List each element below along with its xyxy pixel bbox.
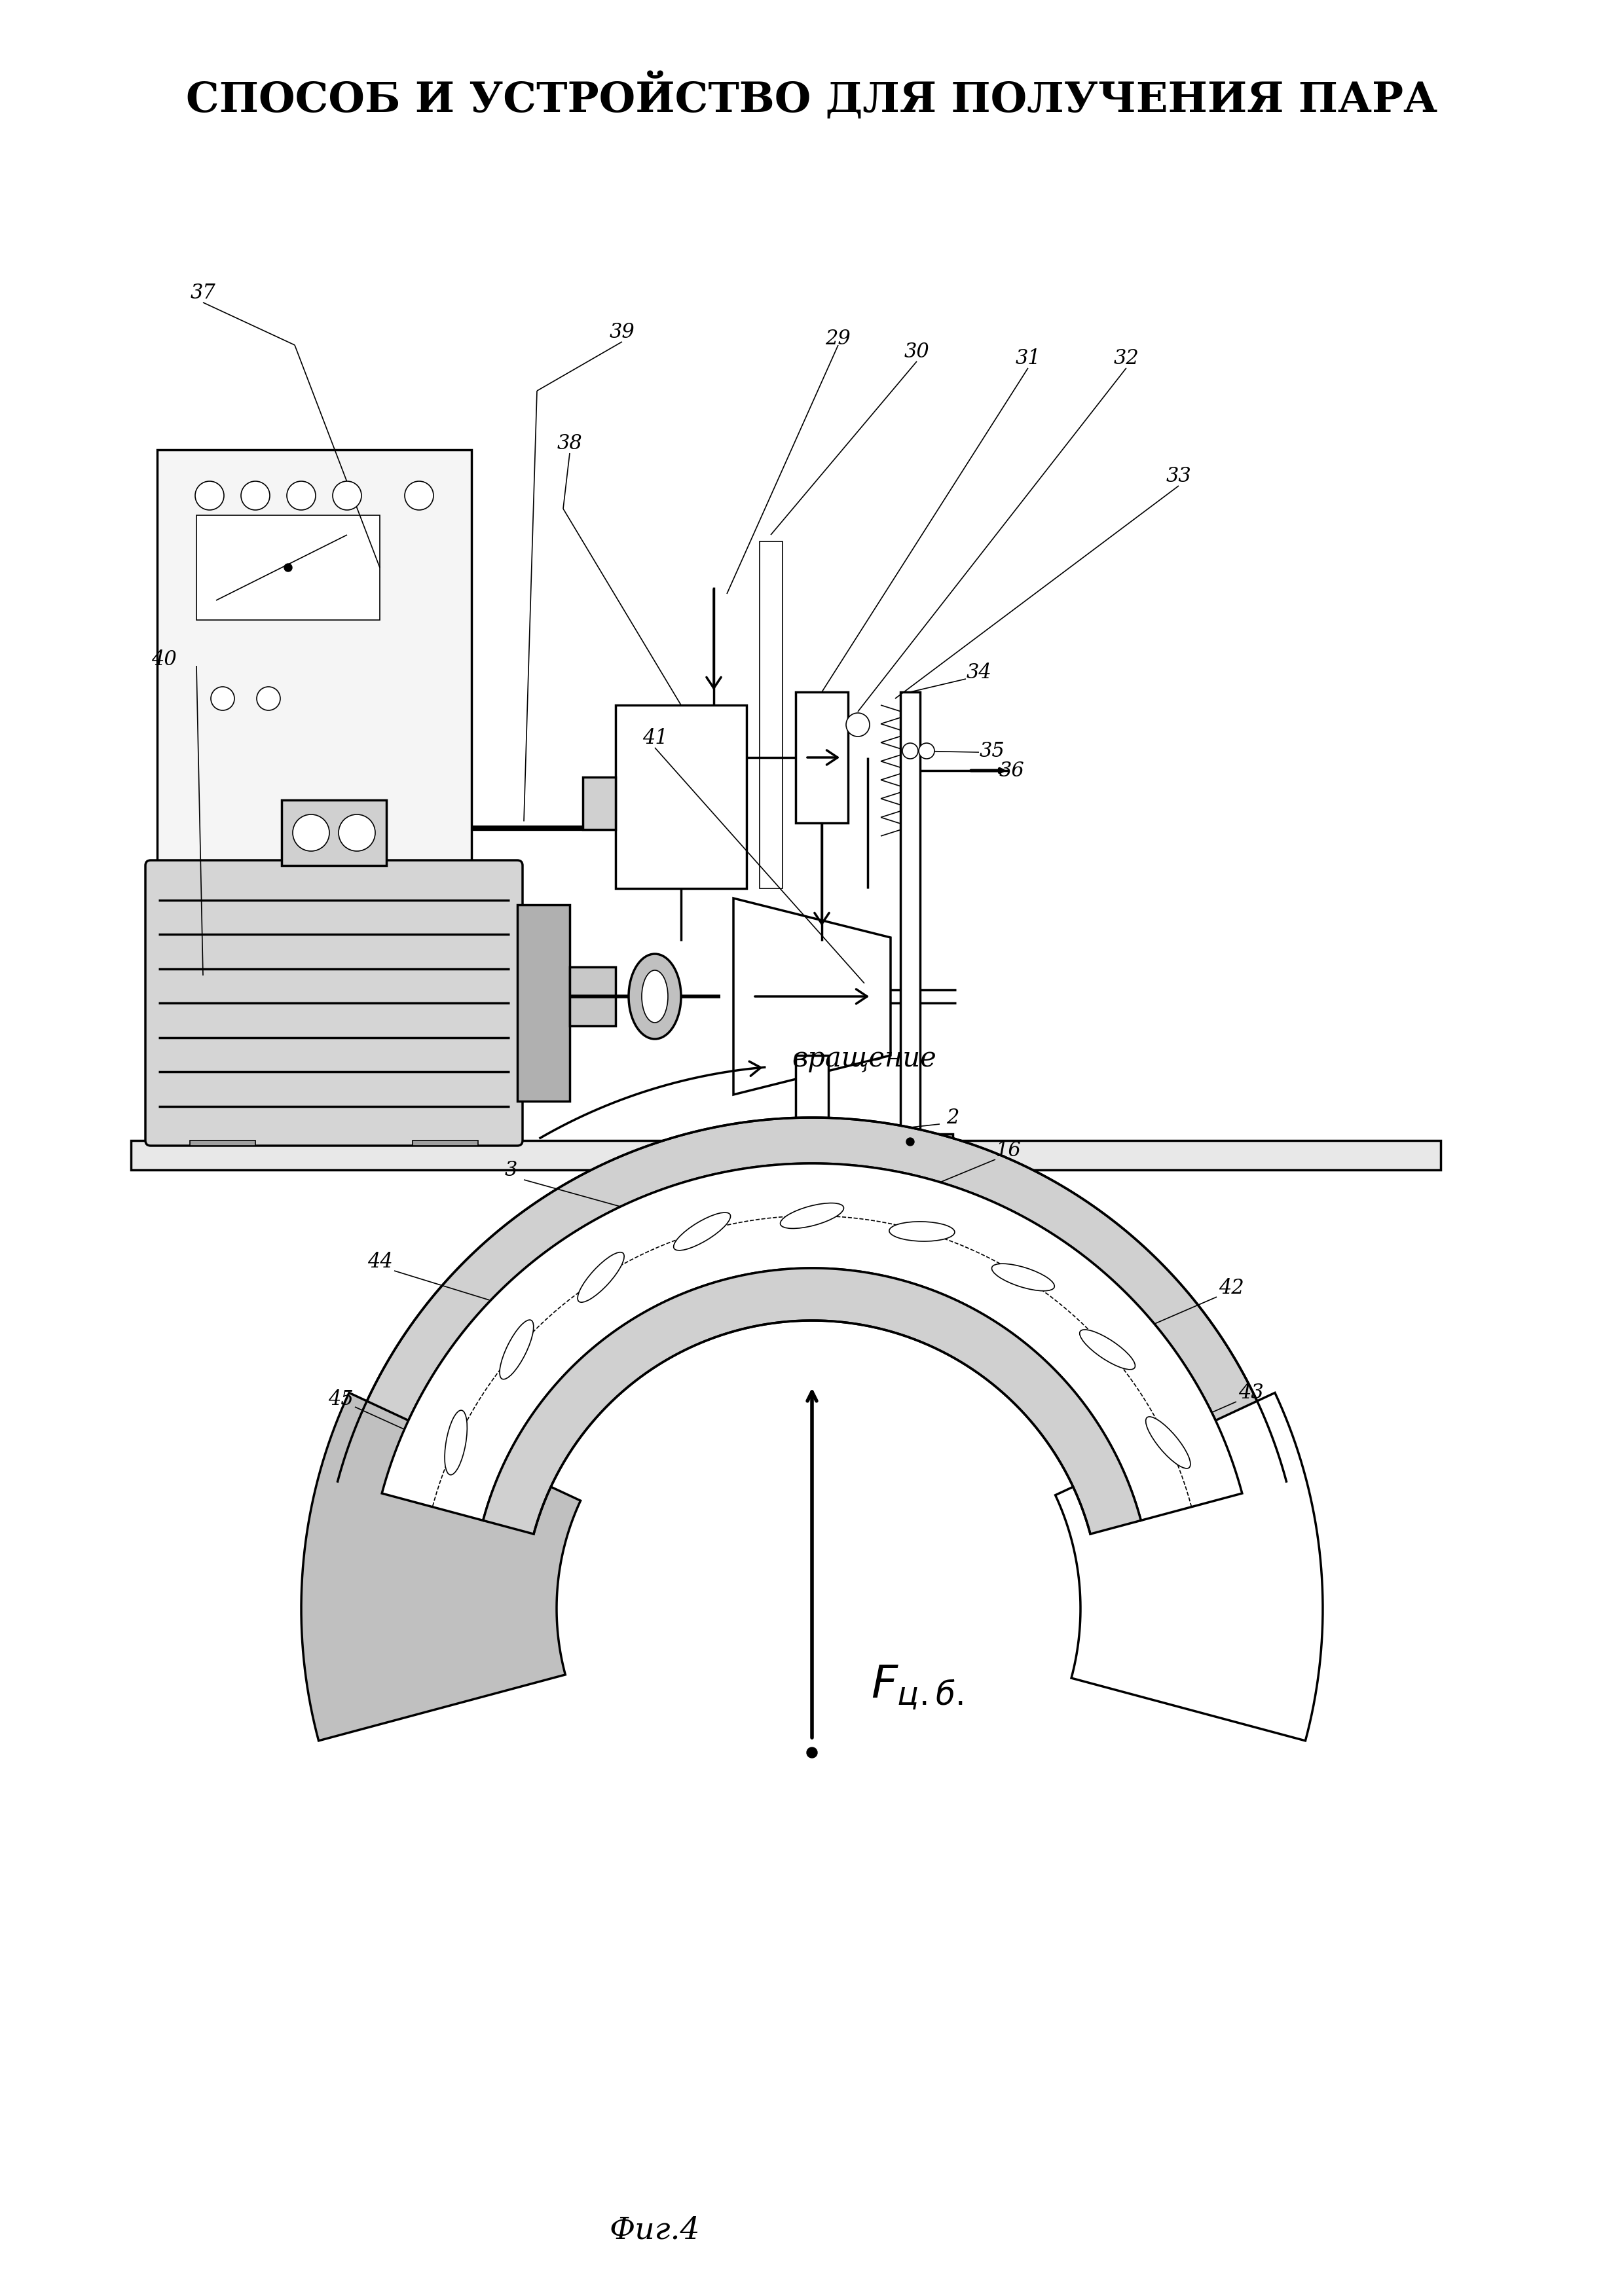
Text: 2: 2 bbox=[947, 1107, 960, 1127]
Ellipse shape bbox=[641, 971, 667, 1022]
Bar bbox=[281, 799, 387, 866]
Ellipse shape bbox=[1147, 1417, 1190, 1469]
Text: 33: 33 bbox=[1166, 466, 1192, 487]
Circle shape bbox=[338, 815, 375, 852]
Bar bbox=[796, 691, 848, 822]
Circle shape bbox=[333, 482, 362, 510]
Circle shape bbox=[284, 565, 292, 572]
Circle shape bbox=[903, 744, 918, 758]
Polygon shape bbox=[482, 1267, 1142, 1534]
Bar bbox=[583, 776, 615, 829]
Bar bbox=[158, 450, 471, 1137]
Text: Фиг.3: Фиг.3 bbox=[609, 1208, 700, 1238]
Text: 40: 40 bbox=[151, 650, 177, 670]
Text: 39: 39 bbox=[609, 321, 635, 342]
Circle shape bbox=[292, 815, 330, 852]
Circle shape bbox=[195, 482, 224, 510]
Circle shape bbox=[287, 482, 315, 510]
Ellipse shape bbox=[674, 1212, 731, 1251]
Circle shape bbox=[807, 1747, 817, 1759]
Text: Фиг.4: Фиг.4 bbox=[609, 2216, 700, 2245]
Ellipse shape bbox=[890, 1221, 955, 1242]
Ellipse shape bbox=[992, 1263, 1054, 1290]
Bar bbox=[796, 1056, 828, 1141]
Ellipse shape bbox=[578, 1251, 624, 1302]
Circle shape bbox=[919, 744, 934, 758]
Polygon shape bbox=[338, 1118, 1286, 1492]
Text: 36: 36 bbox=[999, 760, 1025, 781]
Bar bbox=[867, 1134, 953, 1143]
Bar bbox=[380, 1137, 432, 1143]
Text: $\mathit{F}_{\mathit{ц.б.}}$: $\mathit{F}_{\mathit{ц.б.}}$ bbox=[870, 1662, 963, 1711]
Polygon shape bbox=[734, 898, 890, 1095]
Text: 38: 38 bbox=[557, 434, 583, 452]
Text: 42: 42 bbox=[1218, 1277, 1244, 1297]
Circle shape bbox=[257, 687, 281, 709]
FancyBboxPatch shape bbox=[146, 861, 523, 1146]
Circle shape bbox=[211, 687, 234, 709]
Bar bbox=[615, 705, 747, 889]
Bar bbox=[132, 1141, 1440, 1171]
Ellipse shape bbox=[500, 1320, 534, 1380]
Bar bbox=[570, 967, 615, 1026]
Bar bbox=[760, 542, 783, 889]
Circle shape bbox=[846, 714, 869, 737]
Text: 35: 35 bbox=[979, 742, 1005, 760]
Ellipse shape bbox=[1080, 1329, 1135, 1368]
Text: 3: 3 bbox=[505, 1159, 516, 1180]
Bar bbox=[197, 514, 380, 620]
Text: 45: 45 bbox=[328, 1389, 352, 1410]
Text: 34: 34 bbox=[966, 661, 992, 682]
Circle shape bbox=[906, 1139, 914, 1146]
Ellipse shape bbox=[445, 1410, 468, 1474]
Text: 41: 41 bbox=[641, 728, 667, 748]
Bar bbox=[518, 905, 570, 1102]
Circle shape bbox=[404, 482, 434, 510]
Text: 44: 44 bbox=[367, 1251, 393, 1272]
Bar bbox=[190, 1141, 255, 1146]
Text: вращение: вращение bbox=[793, 1045, 937, 1072]
Text: 29: 29 bbox=[825, 328, 851, 349]
Bar bbox=[412, 1141, 477, 1146]
Polygon shape bbox=[1056, 1394, 1324, 1740]
Bar bbox=[900, 691, 921, 1141]
Text: 30: 30 bbox=[905, 342, 929, 363]
Polygon shape bbox=[382, 1164, 1242, 1520]
Bar bbox=[760, 1139, 864, 1146]
Circle shape bbox=[240, 482, 270, 510]
Text: 32: 32 bbox=[1114, 349, 1138, 367]
Ellipse shape bbox=[780, 1203, 844, 1228]
Bar bbox=[197, 1137, 248, 1143]
Text: 43: 43 bbox=[1237, 1382, 1263, 1403]
Text: СПОСОБ И УСТРОЙСТВО ДЛЯ ПОЛУЧЕНИЯ ПАРА: СПОСОБ И УСТРОЙСТВО ДЛЯ ПОЛУЧЕНИЯ ПАРА bbox=[187, 71, 1437, 119]
Text: 31: 31 bbox=[1015, 349, 1041, 367]
Polygon shape bbox=[300, 1394, 580, 1740]
Text: 37: 37 bbox=[190, 282, 216, 303]
Text: 16: 16 bbox=[996, 1141, 1021, 1159]
Ellipse shape bbox=[628, 953, 680, 1040]
